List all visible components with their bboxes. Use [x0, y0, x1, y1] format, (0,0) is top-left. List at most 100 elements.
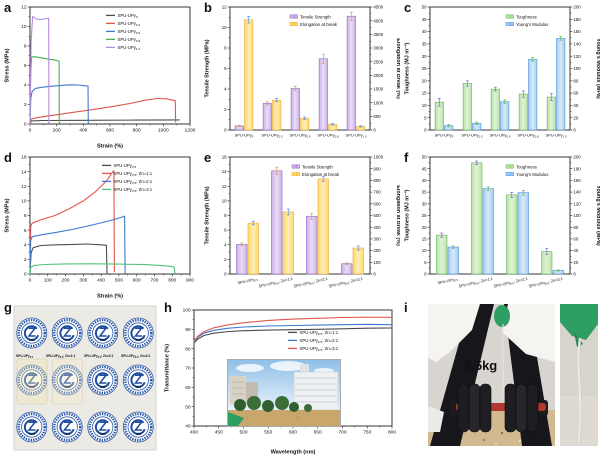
right-tick-label: 140 [573, 42, 581, 47]
right-axis-label: Young's Modulus (MPa) [595, 38, 600, 99]
university-logo: 1958 [87, 317, 119, 349]
legend-swatch [509, 22, 514, 26]
legend-swatch [505, 22, 510, 26]
y-axis-label: Transmittance (%) [165, 344, 171, 392]
right-tick-label: 100 [573, 66, 581, 71]
x-tick-label: 400 [190, 429, 198, 435]
bar-right [244, 19, 254, 131]
transmittance-chart: 400 450 500 550 600 650 700 750 800 40 50 60 70 80 90 1… [165, 308, 397, 456]
bar-left [341, 263, 353, 275]
y-axis-label: Stress (MPa) [5, 48, 11, 82]
right-tick-label: 700 [373, 190, 381, 195]
left-tick-label: 20 [422, 78, 427, 83]
left-tick-label: 12 [222, 5, 227, 10]
panel-label-c: c [404, 0, 412, 15]
right-tick-label: 200 [573, 155, 581, 160]
panel-label-i: i [404, 300, 408, 315]
category-label: SPU-UPy0.5 [437, 276, 459, 287]
right-tick-label: 60 [573, 237, 578, 242]
x-tick-label: 600 [289, 429, 297, 435]
right-tick-label: 20 [573, 260, 578, 265]
bar-left [318, 58, 328, 131]
panel-b: b 0 2 4 6 8 10 12 0 500 1000 1500 2000 2500 3000 3500 4… [200, 0, 400, 150]
right-tick-label: 0 [373, 272, 376, 277]
right-tick-label: 100 [373, 260, 381, 265]
dirt-ground [228, 410, 340, 426]
legend-swatch [509, 164, 514, 169]
y-tick-label: 100 [183, 308, 191, 314]
y-tick-label: 14 [21, 169, 27, 175]
panel-label-f: f [404, 150, 409, 165]
panel-i: i [400, 300, 600, 456]
glove-corner [228, 412, 244, 426]
y-tick-label: 12 [21, 5, 27, 11]
panel-label-e: e [204, 150, 212, 165]
logo-year: 1958 [100, 432, 106, 436]
y-tick-label: 6 [24, 228, 27, 234]
left-tick-label: 35 [422, 190, 427, 195]
legend-label: SPU-UPy0.5 [118, 29, 141, 35]
right-tick-label: 4000 [373, 18, 383, 23]
x-tick-label: 700 [150, 277, 158, 283]
panel-label-a: a [4, 0, 12, 15]
right-tick-label: 0 [373, 128, 376, 133]
left-tick-label: 30 [422, 54, 427, 59]
y-tick-label: 0 [24, 122, 27, 128]
right-tick-label: 160 [573, 29, 581, 34]
y-tick-label: 80 [185, 346, 191, 352]
legend-label: SPU-UPy0.8 [118, 37, 141, 43]
x-tick-label: 400 [97, 277, 105, 283]
category-label: SPU-UPy0.8 [317, 132, 339, 138]
right-axis-label: Elongation at Break (%) [395, 38, 400, 99]
dumbbell [450, 383, 548, 433]
x-tick-label: 0 [29, 127, 32, 133]
legend-label: SPU-UPy0.5; Zn=3:1 [114, 187, 153, 193]
polymer-film-strip [502, 323, 504, 399]
right-tick-label: 0 [573, 128, 576, 133]
bar-right [447, 246, 459, 275]
series-line [193, 327, 393, 344]
left-tick-label: 6 [224, 66, 227, 71]
bar-right [482, 188, 494, 275]
left-tick-label: 0 [424, 272, 427, 277]
bar-right [317, 178, 329, 275]
left-axis-label: Toughness (MJ m⁻³) [405, 42, 411, 94]
right-tick-label: 200 [373, 248, 381, 253]
left-tick-label: 15 [422, 91, 427, 96]
series-line [193, 316, 393, 342]
bar-left [346, 15, 356, 131]
tensile-elongation-bar-chart-upy: 0 2 4 6 8 10 12 0 500 1000 1500 2000 2500 3000 3500 400… [205, 5, 401, 139]
panel-e: e 0 2 4 6 8 10 12 14 16 0 100 200 300 400 500 600 700 800… [200, 150, 400, 300]
left-tick-label: 25 [422, 213, 427, 218]
weight-label: 6.5kg [464, 358, 497, 373]
x-tick-label: 550 [264, 429, 272, 435]
right-tick-label: 600 [373, 201, 381, 206]
x-axis-label: Wavelength (nm) [271, 450, 316, 456]
category-label: SPU-UPy0.5; Zn=2:1 [493, 276, 528, 290]
category-label: SPU-UPy0.5; Zn=1:1 [258, 276, 293, 290]
left-tick-label: 30 [422, 201, 427, 206]
x-tick-label: 650 [314, 429, 322, 435]
y-axis-label: Stress (MPa) [5, 198, 11, 232]
y-tick-label: 2 [24, 257, 27, 263]
right-tick-label: 120 [573, 201, 581, 206]
panel-g: g 1958 1958 1958 1958 1958 1958 1958 1958 1958 19… [0, 300, 160, 456]
university-logo: 1958 [51, 364, 83, 396]
tensile-elongation-bar-chart-zn: 0 2 4 6 8 10 12 14 16 0 100 200 300 400 500 600 700 800 90… [205, 155, 401, 290]
right-axis-label: Young's Modulus (MPa) [595, 185, 600, 246]
legend-label: SPU-UPy0.5 [114, 163, 137, 169]
bar-left [236, 244, 248, 275]
university-logo: 1958 [51, 317, 83, 349]
logo-year: 1958 [64, 385, 70, 389]
x-tick-label: 300 [79, 277, 87, 283]
logo-year: 1958 [135, 432, 141, 436]
y-tick-label: 10 [21, 24, 27, 30]
left-tick-label: 0 [424, 128, 427, 133]
transparency-samples-photo: 1958 1958 1958 1958 1958 1958 1958 1958 1958 1958… [13, 305, 157, 451]
category-label: SPU-UPy0.5 [289, 132, 311, 138]
left-tick-label: 15 [422, 237, 427, 242]
legend-label: SPU-UPy0.5: Zn=1:1 [300, 330, 339, 336]
legend-swatch [289, 14, 294, 19]
sample-label: SPU-UPy0.5; Zn=1:1 [46, 354, 76, 359]
